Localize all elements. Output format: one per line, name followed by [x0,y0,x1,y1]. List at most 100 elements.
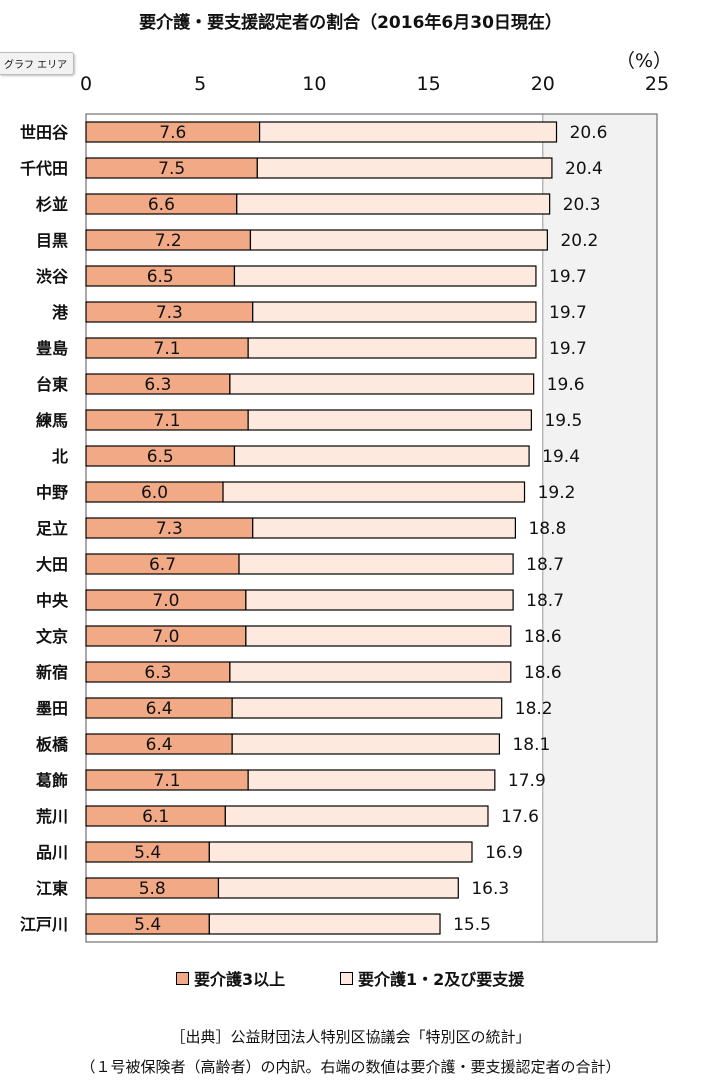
total-value-label: 18.1 [512,735,550,755]
total-value-label: 18.7 [526,555,564,575]
total-value-label: 19.7 [549,267,587,287]
total-value-label: 20.2 [560,231,598,251]
bar-value-label: 6.4 [146,699,173,719]
category-label: 江東 [36,879,68,898]
bar-value-label: 7.5 [158,159,185,179]
total-value-label: 19.2 [538,483,576,503]
category-label: 港 [52,303,69,322]
category-label: 杉並 [36,195,68,214]
bar-mild [231,697,503,719]
bar-mild [252,517,516,539]
x-tick-label: 10 [302,73,326,95]
chart-title: 要介護・要支援認定者の割合（2016年6月30日現在） [139,13,562,33]
bar-value-label: 7.1 [154,411,181,431]
category-label: 葛飾 [36,771,68,790]
bar-mild [224,805,489,827]
bar-value-label: 6.6 [148,195,175,215]
total-value-label: 19.7 [549,303,587,323]
total-value-label: 17.9 [508,771,546,791]
category-label: 足立 [36,519,68,538]
bar-mild [247,769,496,791]
total-value-label: 20.4 [565,159,603,179]
bar-mild [252,301,537,323]
total-value-label: 17.6 [501,807,539,827]
bar-value-label: 6.7 [149,555,176,575]
category-label: 世田谷 [20,123,69,142]
bar-mild [236,193,551,215]
total-value-label: 16.3 [471,879,509,899]
bar-value-label: 7.3 [156,519,183,539]
bar-value-label: 7.2 [155,231,182,251]
bar-mild [247,409,532,431]
bar-value-label: 7.1 [154,339,181,359]
bar-mild [217,877,459,899]
bar-mild [247,337,537,359]
total-value-label: 18.6 [524,627,562,647]
unit-label: （%） [616,50,673,72]
bar-value-label: 7.3 [156,303,183,323]
legend-label-mild: 要介護1・2及び要支援 [358,970,525,989]
total-value-label: 15.5 [453,915,491,935]
bar-mild [245,625,512,647]
category-label: 北 [52,447,68,466]
category-label: 中央 [36,591,69,610]
bar-mild [245,589,514,611]
legend-item-severe: 要介護3以上 [176,966,285,990]
bar-value-label: 6.5 [147,447,174,467]
total-value-label: 18.2 [515,699,553,719]
legend-swatch-mild [340,971,353,985]
footnote: （１号被保険者（高齢者）の内訳。右端の数値は要介護・要支援認定者の合計） [80,1058,621,1076]
x-tick-label: 15 [417,73,441,95]
category-label: 台東 [36,375,68,394]
total-value-label: 16.9 [485,843,523,863]
bar-mild [258,121,558,143]
bar-value-label: 7.0 [152,627,179,647]
bar-value-label: 6.5 [147,267,174,287]
bar-value-label: 5.4 [134,843,161,863]
bar-value-label: 5.8 [139,879,166,899]
x-tick-label: 5 [194,73,206,95]
bar-mild [229,373,535,395]
bar-mild [208,841,473,863]
bar-value-label: 6.1 [142,807,169,827]
legend-label-severe: 要介護3以上 [194,970,286,989]
bar-value-label: 7.0 [152,591,179,611]
category-label: 練馬 [36,411,68,430]
bar-mild [238,553,514,575]
bar-value-label: 5.4 [134,915,161,935]
category-label: 千代田 [20,159,68,178]
category-label: 新宿 [36,663,68,682]
bar-mild [233,445,530,467]
category-label: 江戸川 [20,915,68,934]
bar-value-label: 7.6 [159,123,186,143]
bar-mild [222,481,526,503]
category-label: 板橋 [36,735,69,754]
x-tick-label: 25 [645,73,669,95]
bar-value-label: 6.3 [144,663,171,683]
category-label: 墨田 [36,699,68,718]
x-tick-label: 20 [531,73,555,95]
bar-mild [231,733,501,755]
category-label: 中野 [36,483,68,502]
chart-area-tooltip: グラフ エリア [0,52,75,75]
total-value-label: 19.6 [547,375,585,395]
total-value-label: 19.4 [542,447,580,467]
legend-swatch-severe [176,971,189,985]
category-label: 目黒 [36,231,68,250]
total-value-label: 20.6 [570,123,608,143]
x-tick-label: 0 [80,73,92,95]
bar-chart[interactable]: 0 5 10 15 20 25 世田谷 7.6 20.6 千代田 7.5 20.4 杉並 6.6 20.3 目… [0,0,701,960]
total-value-label: 19.5 [544,411,582,431]
category-label: 渋谷 [36,267,69,286]
bar-mild [233,265,537,287]
bar-value-label: 6.3 [144,375,171,395]
bar-mild [249,229,548,251]
legend-item-mild: 要介護1・2及び要支援 [340,966,524,990]
total-value-label: 19.7 [549,339,587,359]
total-value-label: 18.7 [526,591,564,611]
category-label: 豊島 [36,339,68,358]
total-value-label: 20.3 [563,195,601,215]
category-label: 大田 [36,555,68,574]
category-label: 品川 [36,843,68,862]
category-label: 荒川 [35,807,68,826]
